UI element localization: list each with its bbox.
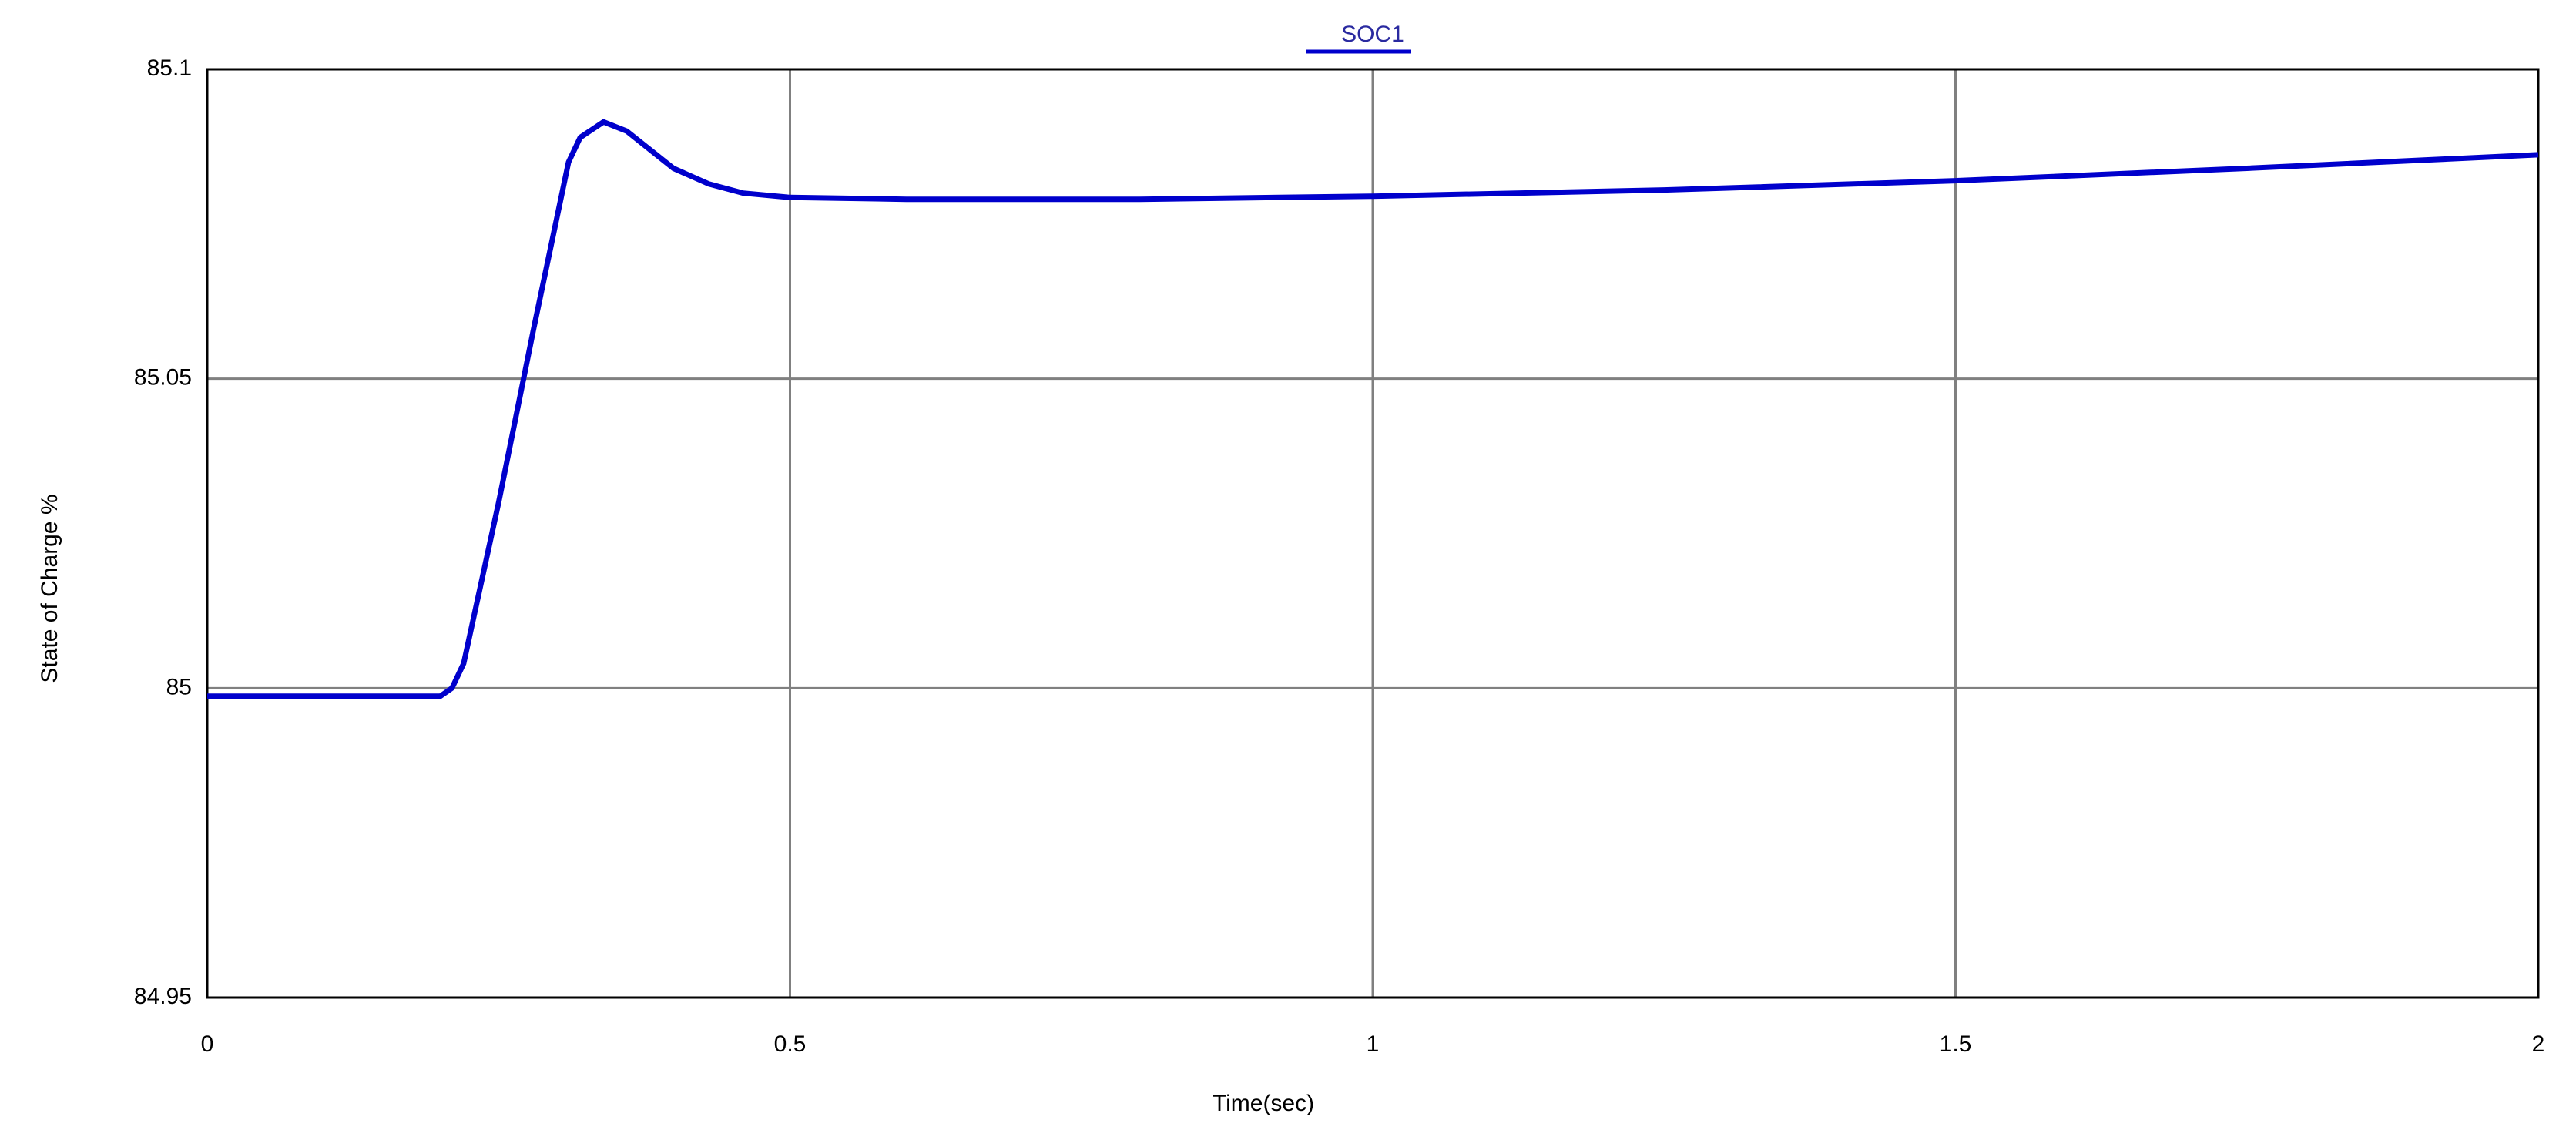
plot-frame xyxy=(206,68,2540,999)
y-axis-label: State of Charge % xyxy=(37,494,62,683)
x-tick-label: 0.5 xyxy=(774,1031,807,1057)
y-tick-label: 84.95 xyxy=(134,984,192,1009)
x-axis-label: Time(sec) xyxy=(1213,1091,1314,1116)
x-tick-label: 1.5 xyxy=(1940,1031,1972,1057)
y-tick-label: 85.1 xyxy=(147,55,192,81)
y-tick-label: 85.05 xyxy=(134,365,192,391)
legend-label: SOC1 xyxy=(1341,22,1404,47)
data-line xyxy=(207,119,2539,699)
x-tick-label: 0 xyxy=(201,1031,214,1057)
x-tick-label: 2 xyxy=(2532,1031,2545,1057)
y-tick-label: 85 xyxy=(166,674,192,699)
x-tick-label: 1 xyxy=(1367,1031,1380,1057)
